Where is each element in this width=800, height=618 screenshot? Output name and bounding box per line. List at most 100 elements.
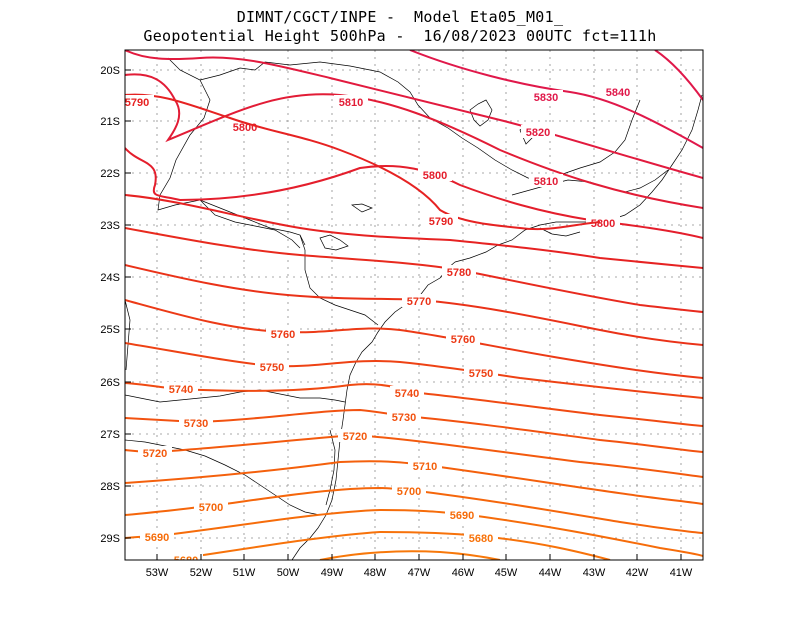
contour-5780: 5780 xyxy=(125,227,703,313)
contour-label-5800: 5800 xyxy=(591,218,615,230)
contour-label-bg xyxy=(418,168,452,181)
contour-5720: 5720 5720 xyxy=(125,429,703,478)
contour-label-5680: 5680 xyxy=(469,533,493,545)
lon-label: 44W xyxy=(539,567,562,579)
state-border-sp-mg xyxy=(157,57,306,246)
lon-label: 50W xyxy=(277,567,300,579)
contour-label-5810: 5810 xyxy=(339,97,363,109)
contour-line-5670 xyxy=(319,550,501,560)
contour-label-bg xyxy=(601,85,635,98)
lat-label: 21S xyxy=(100,116,120,128)
contour-label-bg xyxy=(442,265,476,278)
lon-label: 48W xyxy=(364,567,387,579)
contour-line-5820 xyxy=(125,50,703,179)
contour-5740: 5740 5740 xyxy=(125,382,703,427)
contour-label-5800: 5800 xyxy=(423,170,447,182)
contour-5750: 5750 5750 xyxy=(125,342,703,399)
contour-label-5740: 5740 xyxy=(169,384,193,396)
contour-line-5830 xyxy=(409,50,703,149)
river-paranapanema xyxy=(199,199,301,249)
lat-label: 22S xyxy=(100,168,120,180)
contour-label-5740: 5740 xyxy=(395,388,419,400)
contour-label-bg xyxy=(424,214,458,227)
bay-rj xyxy=(539,227,581,237)
lat-label: 26S xyxy=(100,377,120,389)
contour-5760: 5760 5760 xyxy=(125,299,703,379)
lon-label: 41W xyxy=(670,567,693,579)
contour-label-5790: 5790 xyxy=(125,97,149,109)
contour-label-bg xyxy=(586,216,620,229)
contour-label-5810: 5810 xyxy=(534,176,558,188)
contour-label-bg xyxy=(529,90,563,103)
contour-5830: 5830 xyxy=(409,50,703,149)
lake-outline-1 xyxy=(469,99,493,127)
contour-5730: 5730 5730 xyxy=(125,408,703,453)
contour-label-bg xyxy=(266,327,300,340)
contour-label-bg xyxy=(125,95,154,108)
contour-5670 xyxy=(319,550,501,560)
lat-label: 29S xyxy=(100,533,120,545)
state-border-sc-rs xyxy=(125,439,321,516)
country-border-west xyxy=(125,299,131,371)
contour-label-5760: 5760 xyxy=(271,329,295,341)
state-border-pr-north xyxy=(299,234,379,326)
contour-label-5720: 5720 xyxy=(343,431,367,443)
contour-label-5750: 5750 xyxy=(469,368,493,380)
contour-label-bg xyxy=(138,446,172,459)
contour-label-5780: 5780 xyxy=(447,267,471,279)
contour-label-5700: 5700 xyxy=(199,502,223,514)
state-border-sp-north xyxy=(199,61,641,181)
contour-label-bg xyxy=(464,366,498,379)
contour-label-bg xyxy=(338,429,372,442)
state-border-pr-sc xyxy=(125,389,346,403)
contour-label-bg xyxy=(402,294,436,307)
lake-outline-3 xyxy=(319,234,349,251)
contour-label-5830: 5830 xyxy=(534,92,558,104)
contour-label-bg xyxy=(390,386,424,399)
contour-label-5730: 5730 xyxy=(184,418,208,430)
contour-line-5840 xyxy=(654,50,703,101)
contour-5690: 5690 5690 xyxy=(125,508,703,557)
lon-label: 45W xyxy=(495,567,518,579)
contour-label-5730: 5730 xyxy=(392,412,416,424)
contour-line-extra xyxy=(125,194,703,269)
contour-label-bg xyxy=(392,484,426,497)
contour-5710: 5710 xyxy=(125,459,703,505)
contour-label-5690: 5690 xyxy=(145,532,169,544)
contour-label-5760: 5760 xyxy=(451,334,475,346)
lon-label: 53W xyxy=(146,567,169,579)
contour-label-5680: 5680 xyxy=(174,555,198,567)
map-title-line-1: DIMNT/CGCT/INPE - Model Eta05_M01_ xyxy=(236,8,564,26)
lat-label: 27S xyxy=(100,429,120,441)
coastal-lagoon-rs xyxy=(325,429,336,506)
contour-5770: 5770 xyxy=(125,264,703,346)
contour-line-5790 xyxy=(125,93,601,231)
lon-label: 46W xyxy=(452,567,475,579)
lat-label: 20S xyxy=(100,65,120,77)
contour-label-bg xyxy=(334,95,368,108)
contour-label-bg xyxy=(445,508,479,521)
contour-label-5720: 5720 xyxy=(143,448,167,460)
contour-line-5680 xyxy=(169,530,611,560)
contour-line-5760 xyxy=(125,299,703,379)
lon-label: 42W xyxy=(626,567,649,579)
contour-label-bg xyxy=(194,500,228,513)
lon-label: 43W xyxy=(583,567,606,579)
lat-label: 23S xyxy=(100,220,120,232)
lon-label: 47W xyxy=(408,567,431,579)
contour-5790: 5790 5790 xyxy=(125,93,601,231)
contour-label-bg xyxy=(164,382,198,395)
contour-label-5690: 5690 xyxy=(450,510,474,522)
contour-label-5710: 5710 xyxy=(413,461,437,473)
contour-label-5700: 5700 xyxy=(397,486,421,498)
lon-label: 49W xyxy=(321,567,344,579)
contour-label-bg xyxy=(529,174,563,187)
contour-label-5770: 5770 xyxy=(407,296,431,308)
contour-5840: 5840 xyxy=(601,50,703,101)
map-frame xyxy=(124,49,704,561)
lake-outline-4 xyxy=(351,203,373,213)
contour-label-5820: 5820 xyxy=(526,127,550,139)
